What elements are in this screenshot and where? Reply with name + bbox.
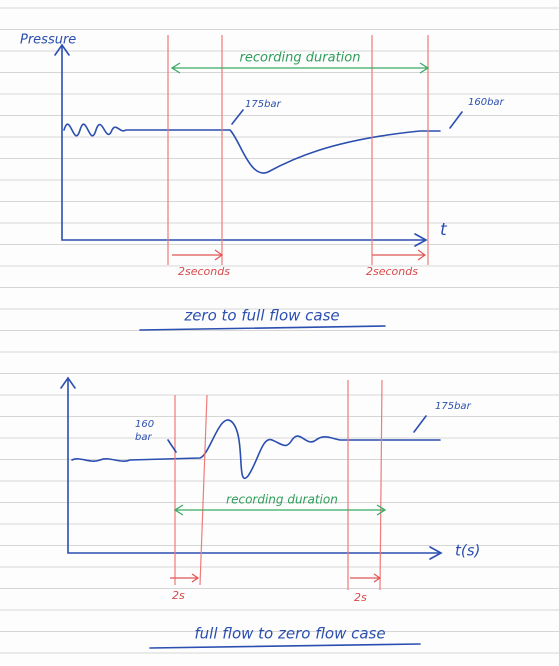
pressure-curve	[71, 419, 441, 480]
caption: zero to full flow case	[183, 307, 339, 325]
interval-label: 2s	[172, 589, 185, 602]
duration-arrow	[170, 62, 430, 74]
pressure-curve	[63, 123, 441, 174]
two-second-arrows	[170, 573, 382, 583]
caption: full flow to zero flow case	[194, 625, 385, 643]
axes	[61, 44, 426, 241]
pointer	[167, 415, 427, 453]
interval-label: 2seconds	[178, 265, 230, 278]
caption-underline	[149, 643, 421, 649]
marker-line	[199, 394, 208, 586]
duration-label: recording duration	[240, 51, 361, 66]
caption-underline	[139, 325, 386, 331]
annotation: 160	[135, 419, 154, 430]
axis-arrows	[54, 43, 428, 247]
annotation: bar	[135, 432, 152, 443]
duration-label: recording duration	[226, 493, 338, 507]
interval-label: 2s	[354, 591, 367, 604]
annotation: 160bar	[468, 97, 505, 108]
two-second-arrows	[172, 249, 427, 261]
annotation: 175bar	[245, 99, 282, 110]
annotation: 175bar	[435, 401, 472, 412]
marker-line	[379, 379, 383, 591]
ruled-lines	[0, 7, 559, 654]
axes	[67, 377, 441, 554]
duration-arrow	[173, 504, 387, 516]
diagram-full-to-zero: 160 bar 175bar recording duration t(s) 2…	[60, 376, 480, 649]
diagram-zero-to-full: Pressure recording duration 175bar 160ba…	[20, 33, 505, 331]
interval-label: 2seconds	[366, 265, 418, 278]
axis-arrows	[60, 376, 443, 560]
x-axis-label: t(s)	[455, 542, 480, 560]
pointer	[231, 109, 463, 129]
x-axis-label: t	[440, 220, 448, 240]
y-axis-label: Pressure	[20, 33, 76, 48]
